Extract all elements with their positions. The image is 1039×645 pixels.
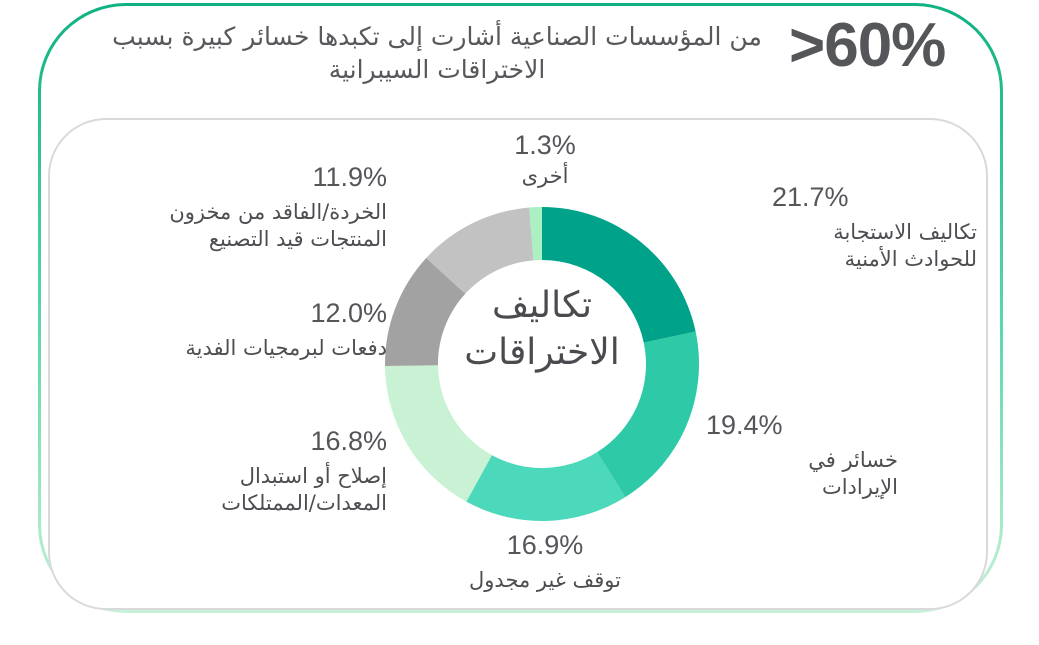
big-stat-value: >60% bbox=[789, 11, 946, 80]
callout-revenue-losses: 19.4% خسائر في الإيرادات bbox=[706, 410, 898, 501]
donut-segment-1 bbox=[597, 331, 700, 498]
header-description: من المؤسسات الصناعية أشارت إلى تكبدها خس… bbox=[112, 22, 762, 84]
callout-unscheduled-downtime-line1: توقف غير مجدول bbox=[469, 568, 621, 593]
frame-inner: >60% من المؤسسات الصناعية أشارت إلى تكبد… bbox=[41, 6, 1000, 610]
callout-other-line1: أخرى bbox=[521, 164, 569, 189]
callout-repair-replacement-line1: إصلاح أو استبدال bbox=[239, 464, 387, 489]
callout-revenue-losses-line2: الإيرادات bbox=[821, 475, 898, 500]
callout-scrap-wip-inventory: 11.9% الخردة/الفاقد من مخزون المنتجات قي… bbox=[155, 162, 387, 253]
callout-unscheduled-downtime-label: توقف غير مجدول bbox=[435, 567, 655, 594]
callout-scrap-wip-inventory-label: الخردة/الفاقد من مخزون المنتجات قيد التص… bbox=[155, 199, 387, 253]
callout-other: 1.3% أخرى bbox=[465, 130, 625, 190]
callout-scrap-wip-inventory-line1: الخردة/الفاقد من مخزون bbox=[169, 200, 387, 225]
callout-ransomware-payments-label: دفعات لبرمجيات الفدية bbox=[155, 335, 387, 362]
callout-repair-replacement-pct: 16.8% bbox=[310, 426, 387, 456]
callout-other-label: أخرى bbox=[465, 163, 625, 190]
callout-revenue-losses-line1: خسائر في bbox=[808, 448, 898, 473]
callout-incident-response-pct: 21.7% bbox=[772, 182, 849, 212]
donut-segment-0 bbox=[542, 207, 696, 343]
callout-revenue-losses-label: خسائر في الإيرادات bbox=[706, 447, 898, 501]
callout-repair-replacement: 16.8% إصلاح أو استبدال المعدات/الممتلكات bbox=[155, 426, 387, 517]
donut-segment-6 bbox=[529, 207, 542, 261]
chart-card: تكاليف الاختراقات 21.7% تكاليف الاستجابة… bbox=[48, 118, 988, 610]
callout-repair-replacement-line2: المعدات/الممتلكات bbox=[221, 491, 387, 516]
callout-ransomware-payments-pct: 12.0% bbox=[310, 298, 387, 328]
donut-center-line2: الاختراقات bbox=[464, 332, 620, 373]
donut-chart bbox=[384, 207, 700, 522]
callout-scrap-wip-inventory-line2: المنتجات قيد التصنيع bbox=[208, 227, 387, 252]
callout-incident-response: 21.7% تكاليف الاستجابة للحوادث الأمنية bbox=[772, 182, 977, 273]
donut-segment-2 bbox=[466, 452, 626, 522]
callout-incident-response-line1: تكاليف الاستجابة bbox=[833, 220, 977, 245]
donut-segment-4 bbox=[384, 257, 466, 366]
callout-incident-response-label: تكاليف الاستجابة للحوادث الأمنية bbox=[772, 219, 977, 273]
callout-other-pct: 1.3% bbox=[514, 130, 576, 160]
donut-center-line1: تكاليف bbox=[492, 285, 592, 326]
donut-segment-5 bbox=[426, 207, 534, 294]
callout-unscheduled-downtime: 16.9% توقف غير مجدول bbox=[435, 530, 655, 594]
callout-incident-response-line2: للحوادث الأمنية bbox=[844, 247, 977, 272]
donut-center-label: تكاليف الاختراقات bbox=[442, 282, 642, 376]
callout-scrap-wip-inventory-pct: 11.9% bbox=[312, 162, 387, 192]
callout-repair-replacement-label: إصلاح أو استبدال المعدات/الممتلكات bbox=[155, 463, 387, 517]
gradient-frame: >60% من المؤسسات الصناعية أشارت إلى تكبد… bbox=[38, 3, 1003, 613]
callout-revenue-losses-pct: 19.4% bbox=[706, 410, 783, 440]
callout-unscheduled-downtime-pct: 16.9% bbox=[506, 530, 584, 560]
donut-segment-3 bbox=[385, 365, 492, 502]
callout-ransomware-payments-line1: دفعات لبرمجيات الفدية bbox=[185, 336, 387, 361]
callout-ransomware-payments: 12.0% دفعات لبرمجيات الفدية bbox=[155, 298, 387, 362]
